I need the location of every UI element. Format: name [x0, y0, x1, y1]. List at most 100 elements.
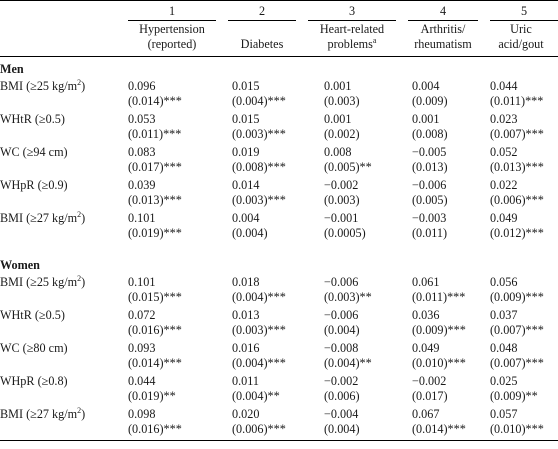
coefficient-cell: 0.061	[412, 275, 440, 289]
coefficient-cell: −0.001	[324, 211, 359, 225]
standard-error-cell: (0.004)***	[232, 94, 286, 108]
standard-error-cell: (0.010)***	[412, 356, 466, 370]
standard-error-cell: (0.017)***	[128, 160, 182, 174]
standard-error-cell: (0.009)***	[412, 323, 466, 337]
standard-error-cell: (0.014)***	[128, 94, 182, 108]
standard-error-cell: (0.009)**	[490, 389, 538, 403]
table-row-se: (0.013)*** (0.003)*** (0.003) (0.005) (0.006…	[0, 193, 558, 209]
coefficient-cell: 0.049	[490, 211, 518, 225]
standard-error-cell: (0.007)***	[490, 356, 544, 370]
coefficient-cell: −0.002	[324, 178, 359, 192]
table-row-se: (0.017)*** (0.008)*** (0.005)** (0.013) (0.0…	[0, 160, 558, 176]
coefficient-cell: 0.011	[232, 374, 259, 388]
coefficient-cell: 0.013	[232, 308, 260, 322]
standard-error-cell: (0.007)***	[490, 127, 544, 141]
standard-error-cell: (0.015)***	[128, 290, 182, 304]
coefficient-cell: 0.019	[232, 145, 260, 159]
column-number-1: 1	[122, 0, 222, 21]
coefficient-cell: 0.004	[412, 79, 440, 93]
coefficient-cell: −0.008	[324, 341, 359, 355]
coefficient-cell: −0.002	[412, 374, 447, 388]
standard-error-cell: (0.004)**	[232, 389, 280, 403]
row-label: WC (≥80 cm)	[0, 341, 68, 355]
standard-error-cell: (0.011)***	[490, 94, 544, 108]
coefficient-cell: 0.015	[232, 79, 260, 93]
table-row: WHpR (≥0.8) 0.044 0.011 −0.002 −0.002 0.025	[0, 372, 558, 389]
standard-error-cell: (0.007)***	[490, 323, 544, 337]
coefficient-cell: −0.006	[412, 178, 447, 192]
column-number-3: 3	[302, 0, 402, 21]
standard-error-cell: (0.010)***	[484, 422, 558, 441]
coefficient-cell: 0.056	[490, 275, 518, 289]
coefficient-cell: 0.072	[128, 308, 156, 322]
standard-error-cell: (0.0005)	[324, 226, 366, 240]
section-header-row: Women	[0, 252, 558, 273]
standard-error-cell: (0.004)	[324, 323, 360, 337]
standard-error-cell: (0.011)***	[412, 290, 466, 304]
coefficient-cell: 0.020	[232, 407, 260, 421]
standard-error-cell: (0.009)	[412, 94, 448, 108]
table-header: 1 2 3 4 5 Hypertension (reported) Diabet…	[0, 0, 558, 57]
coefficient-cell: 0.025	[490, 374, 518, 388]
row-label: WHpR (≥0.9)	[0, 178, 68, 192]
coefficient-cell: 0.083	[128, 145, 156, 159]
standard-error-cell: (0.013)***	[128, 193, 182, 207]
section-title: Women	[0, 258, 40, 272]
table-row: BMI (≥25 kg/m2) 0.096 0.015 0.001 0.004 0.044	[0, 77, 558, 94]
column-number-row: 1 2 3 4 5	[0, 0, 558, 21]
standard-error-cell: (0.003)	[324, 193, 360, 207]
standard-error-cell: (0.016)***	[128, 323, 182, 337]
row-label: WHtR (≥0.5)	[0, 112, 65, 126]
table-row: WC (≥94 cm) 0.083 0.019 0.008 −0.005 0.052	[0, 143, 558, 160]
coefficient-cell: 0.023	[490, 112, 518, 126]
row-label: WHpR (≥0.8)	[0, 374, 68, 388]
coefficient-cell: 0.049	[412, 341, 440, 355]
table-row: WHtR (≥0.5) 0.072 0.013 −0.006 0.036 0.037	[0, 306, 558, 323]
standard-error-cell: (0.003)**	[324, 290, 372, 304]
standard-error-cell: (0.017)	[412, 389, 448, 403]
standard-error-cell: (0.005)	[412, 193, 448, 207]
coefficient-cell: 0.044	[490, 79, 518, 93]
table-row: BMI (≥27 kg/m2) 0.101 0.004 −0.001 −0.003 0.0…	[0, 209, 558, 226]
coefficient-cell: 0.001	[412, 112, 440, 126]
standard-error-cell: (0.004)	[302, 422, 402, 441]
standard-error-cell: (0.008)	[412, 127, 448, 141]
standard-error-cell: (0.019)***	[128, 226, 182, 240]
coefficient-cell: 0.001	[324, 112, 352, 126]
row-label: BMI (≥27 kg/m2)	[0, 209, 86, 225]
header-stub	[0, 0, 122, 21]
column-number-2: 2	[222, 0, 302, 21]
table-row-se: (0.015)*** (0.004)*** (0.003)** (0.011)*** (…	[0, 290, 558, 306]
table-row-se: (0.016)*** (0.006)*** (0.004) (0.014)*** (0.…	[0, 422, 558, 441]
coefficient-cell: −0.006	[324, 308, 359, 322]
standard-error-cell: (0.004)***	[232, 290, 286, 304]
column-header-diabetes: Diabetes	[222, 21, 302, 57]
row-label: BMI (≥27 kg/m2)	[0, 405, 86, 421]
standard-error-cell: (0.006)***	[490, 193, 544, 207]
standard-error-cell: (0.004)**	[324, 356, 372, 370]
coefficient-cell: 0.067	[412, 407, 440, 421]
coefficient-cell: 0.039	[128, 178, 156, 192]
coefficient-cell: 0.053	[128, 112, 156, 126]
standard-error-cell: (0.003)***	[232, 323, 286, 337]
table-row-se: (0.016)*** (0.003)*** (0.004) (0.009)*** (0.…	[0, 323, 558, 339]
coefficient-cell: 0.057	[490, 407, 518, 421]
standard-error-cell: (0.014)***	[402, 422, 484, 441]
table-row: WHtR (≥0.5) 0.053 0.015 0.001 0.001 0.023	[0, 110, 558, 127]
standard-error-cell: (0.013)	[412, 160, 448, 174]
column-number-5: 5	[484, 0, 558, 21]
column-header-gout: Uric acid/gout	[484, 21, 558, 57]
standard-error-cell: (0.013)***	[490, 160, 544, 174]
standard-error-cell: (0.011)***	[128, 127, 182, 141]
table-row-se: (0.019)*** (0.004) (0.0005) (0.011) (0.012)*…	[0, 226, 558, 242]
standard-error-cell: (0.004)	[232, 226, 268, 240]
coefficient-cell: 0.037	[490, 308, 518, 322]
table-row-se: (0.014)*** (0.004)*** (0.003) (0.009) (0.011…	[0, 94, 558, 110]
standard-error-cell: (0.019)**	[128, 389, 176, 403]
column-header-hypertension: Hypertension (reported)	[122, 21, 222, 57]
table-body: Men BMI (≥25 kg/m2) 0.096 0.015 0.001 0.004 0.…	[0, 57, 558, 441]
standard-error-cell: (0.003)***	[232, 127, 286, 141]
standard-error-cell: (0.003)***	[232, 193, 286, 207]
coefficient-cell: 0.001	[324, 79, 352, 93]
